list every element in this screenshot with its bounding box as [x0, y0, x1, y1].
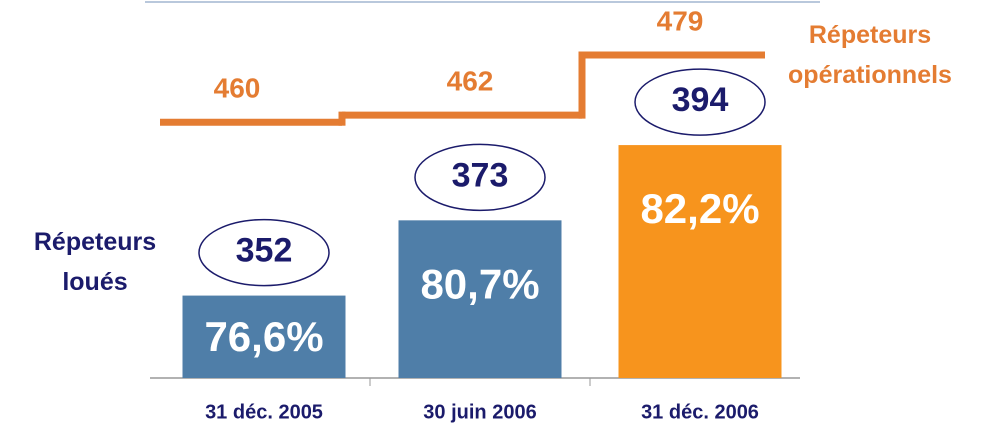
value-label: 352	[236, 232, 293, 270]
x-tick-label: 31 déc. 2005	[205, 401, 323, 423]
value-ellipse	[198, 218, 330, 287]
value-ellipse	[634, 68, 766, 136]
x-tick-label: 31 déc. 2006	[641, 401, 759, 423]
bar	[398, 220, 562, 378]
bar	[618, 145, 782, 378]
share-label: 76,6%	[204, 313, 323, 360]
legend-label: Répeteurs loués	[33, 228, 157, 296]
share-label: 80,7%	[420, 260, 539, 307]
value-label: 394	[672, 81, 729, 119]
line-value-label: 462	[447, 66, 494, 97]
x-tick-label: 30 juin 2006	[423, 401, 536, 423]
share-label: 82,2%	[640, 185, 759, 232]
legend-label: Répeteurs opérationnels	[788, 21, 952, 89]
line-value-label: 479	[657, 5, 704, 36]
bar	[182, 295, 346, 378]
line-value-label: 460	[214, 73, 261, 104]
value-ellipse	[414, 143, 546, 212]
value-label: 373	[452, 156, 509, 194]
